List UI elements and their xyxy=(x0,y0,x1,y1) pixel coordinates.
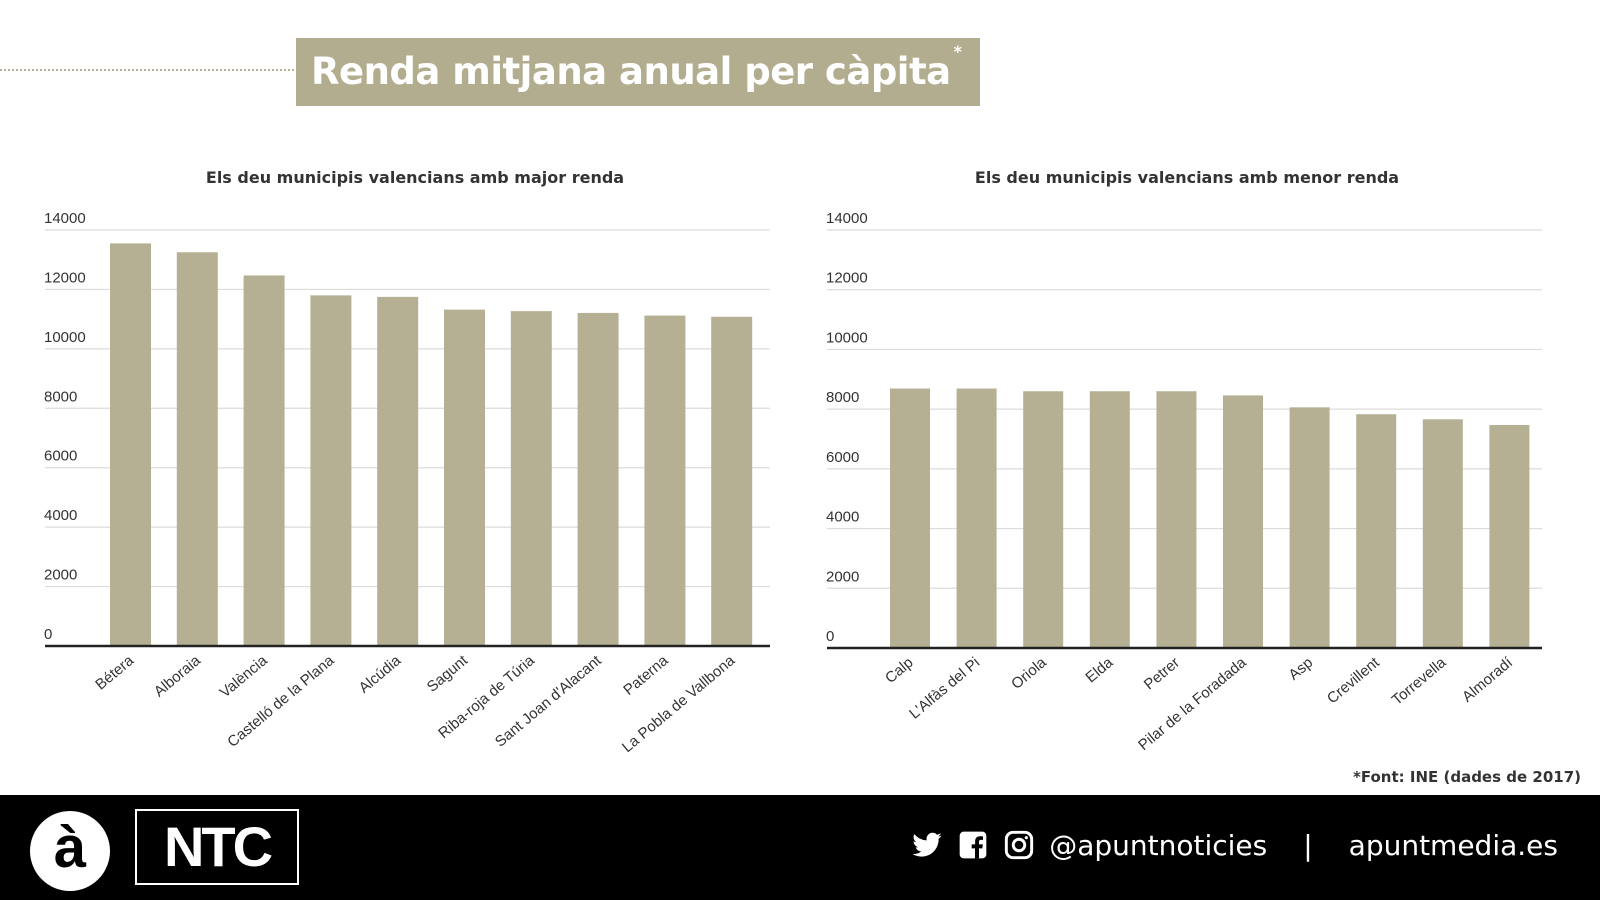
x-tick-label: Oriola xyxy=(1008,654,1050,693)
x-tick-label: Alcúdia xyxy=(356,652,405,697)
y-tick-label: 10000 xyxy=(44,329,86,346)
y-tick-label: 14000 xyxy=(826,210,868,227)
y-tick-label: 4000 xyxy=(44,507,77,524)
y-tick-label: 0 xyxy=(826,628,834,645)
facebook-icon[interactable] xyxy=(957,829,989,861)
bar xyxy=(644,315,686,646)
x-tick-label: Sagunt xyxy=(424,652,472,696)
page-title-text: Renda mitjana anual per càpita xyxy=(311,50,951,93)
y-tick-label: 2000 xyxy=(826,568,859,585)
bar xyxy=(110,243,151,646)
bar xyxy=(377,296,419,646)
bar xyxy=(1223,395,1263,648)
x-tick-label: Bétera xyxy=(92,652,137,694)
bar xyxy=(243,275,285,646)
bar xyxy=(1489,424,1530,648)
y-tick-label: 8000 xyxy=(44,388,77,405)
bar-charts: 0 2000 4000 6000 8000 10000 12000 14000 Bétera Al… xyxy=(44,210,1542,756)
x-tick-label: La Pobla de Vallbona xyxy=(619,652,739,756)
y-tick-label: 6000 xyxy=(826,449,859,466)
x-tick-label: Almoradí xyxy=(1459,654,1517,706)
bar xyxy=(444,309,485,646)
y-tick-label: 10000 xyxy=(826,329,868,346)
x-tick-label: Petrer xyxy=(1141,654,1183,693)
bar xyxy=(176,252,218,647)
instagram-icon[interactable] xyxy=(1003,829,1035,861)
y-tick-label: 4000 xyxy=(826,509,859,526)
bar xyxy=(1023,391,1064,648)
bar xyxy=(577,312,619,646)
apunt-logo[interactable]: à xyxy=(30,811,110,891)
x-tick-label: Pilar de la Foradada xyxy=(1135,654,1250,754)
y-tick-label: 14000 xyxy=(44,210,86,227)
y-tick-label: 8000 xyxy=(826,389,859,406)
x-tick-label: Crevillent xyxy=(1324,654,1383,708)
x-tick-label: Torrevella xyxy=(1389,654,1450,709)
bar xyxy=(1156,391,1197,648)
bar xyxy=(956,388,997,648)
y-tick-label: 2000 xyxy=(44,567,77,584)
y-tick-label: 0 xyxy=(44,626,52,643)
x-tick-label: Paterna xyxy=(620,652,672,699)
bar xyxy=(890,388,930,648)
y-tick-label: 12000 xyxy=(44,269,86,286)
x-tick-label: Elda xyxy=(1082,654,1116,687)
x-tick-label: València xyxy=(217,652,272,702)
y-tick-label: 6000 xyxy=(44,448,77,465)
x-tick-label: L'Alfàs del Pi xyxy=(906,654,983,722)
social-handle[interactable]: @apuntnoticies xyxy=(1049,828,1268,862)
social-links: @apuntnoticies | apuntmedia.es xyxy=(911,825,1558,865)
bar xyxy=(1089,391,1130,648)
bar xyxy=(711,316,753,646)
bar xyxy=(1422,419,1463,648)
bar xyxy=(310,295,352,646)
y-tick-label: 12000 xyxy=(826,270,868,287)
x-tick-label: Asp xyxy=(1285,654,1316,684)
bar xyxy=(1289,407,1330,648)
bar xyxy=(1356,414,1397,648)
source-note: *Font: INE (dades de 2017) xyxy=(1353,768,1581,786)
x-tick-label: Alboraia xyxy=(151,652,205,701)
bar xyxy=(510,311,552,646)
page-title: Renda mitjana anual per càpita * xyxy=(296,38,980,106)
chart-title-left: Els deu municipis valencians amb major r… xyxy=(205,168,625,187)
dotted-rule xyxy=(0,69,298,71)
title-footnote-mark: * xyxy=(953,42,962,61)
website-link[interactable]: apuntmedia.es xyxy=(1348,828,1558,862)
x-tick-label: Calp xyxy=(882,654,917,687)
footer: à NTC @apuntnoticies | apuntmedia.es xyxy=(0,795,1600,900)
twitter-icon[interactable] xyxy=(911,829,943,861)
ntc-logo[interactable]: NTC xyxy=(135,809,299,885)
chart-title-right: Els deu municipis valencians amb menor r… xyxy=(974,168,1400,187)
footer-separator: | xyxy=(1303,828,1313,862)
